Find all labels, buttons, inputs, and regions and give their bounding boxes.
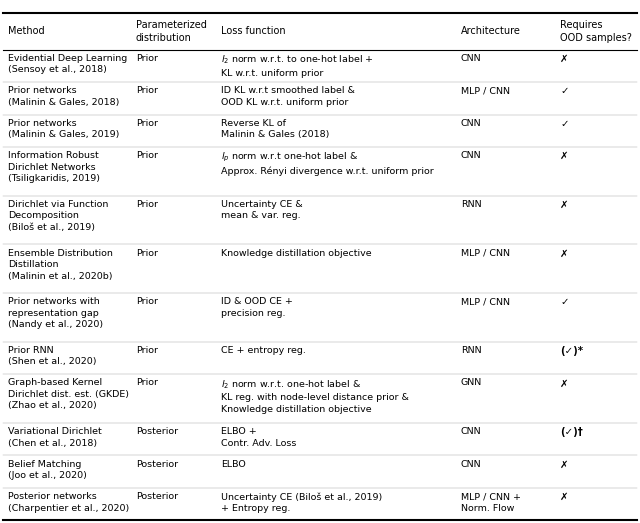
Text: CE + entropy reg.: CE + entropy reg. [221,346,306,355]
Text: ✗: ✗ [560,200,568,210]
Text: MLP / CNN +
Norm. Flow: MLP / CNN + Norm. Flow [461,492,521,513]
Text: Prior networks
(Malinin & Gales, 2019): Prior networks (Malinin & Gales, 2019) [8,119,119,139]
Text: (✓)†: (✓)† [560,427,583,437]
Text: Method: Method [8,26,44,37]
Text: Prior networks with
representation gap
(Nandy et al., 2020): Prior networks with representation gap (… [8,298,103,329]
Text: CNN: CNN [461,460,481,469]
Text: Parameterized
distribution: Parameterized distribution [136,20,207,42]
Text: Dirichlet via Function
Decomposition
(Biloš et al., 2019): Dirichlet via Function Decomposition (Bi… [8,200,108,232]
Text: Posterior: Posterior [136,492,178,501]
Text: RNN: RNN [461,200,481,209]
Text: Prior: Prior [136,379,157,388]
Text: Prior: Prior [136,298,157,306]
Text: Variational Dirichlet
(Chen et al., 2018): Variational Dirichlet (Chen et al., 2018… [8,427,101,448]
Text: Ensemble Distribution
Distillation
(Malinin et al., 2020b): Ensemble Distribution Distillation (Mali… [8,248,113,280]
Text: ✗: ✗ [560,492,568,502]
Text: Prior: Prior [136,248,157,258]
Text: Loss function: Loss function [221,26,285,37]
Text: Prior: Prior [136,119,157,128]
Text: ✓: ✓ [560,298,568,308]
Text: Posterior: Posterior [136,460,178,469]
Text: CNN: CNN [461,119,481,128]
Text: ✗: ✗ [560,248,568,259]
Text: Prior: Prior [136,200,157,209]
Text: Architecture: Architecture [461,26,521,37]
Text: Belief Matching
(Joo et al., 2020): Belief Matching (Joo et al., 2020) [8,460,86,480]
Text: Requires
OOD samples?: Requires OOD samples? [560,20,632,42]
Text: ✗: ✗ [560,460,568,470]
Text: Prior: Prior [136,86,157,95]
Text: $l_p$ norm w.r.t one-hot label &
Approx. Rényi divergence w.r.t. uniform prior: $l_p$ norm w.r.t one-hot label & Approx.… [221,151,433,176]
Text: Prior: Prior [136,151,157,160]
Text: CNN: CNN [461,54,481,63]
Text: Prior RNN
(Shen et al., 2020): Prior RNN (Shen et al., 2020) [8,346,96,367]
Text: ✗: ✗ [560,151,568,161]
Text: Posterior networks
(Charpentier et al., 2020): Posterior networks (Charpentier et al., … [8,492,129,513]
Text: ✗: ✗ [560,54,568,64]
Text: CNN: CNN [461,151,481,160]
Text: ELBO: ELBO [221,460,246,469]
Text: ID & OOD CE +
precision reg.: ID & OOD CE + precision reg. [221,298,292,318]
Text: ✓: ✓ [560,86,568,96]
Text: ID KL w.r.t smoothed label &
OOD KL w.r.t. uniform prior: ID KL w.r.t smoothed label & OOD KL w.r.… [221,86,355,107]
Text: Uncertainty CE &
mean & var. reg.: Uncertainty CE & mean & var. reg. [221,200,303,220]
Text: Graph-based Kernel
Dirichlet dist. est. (GKDE)
(Zhao et al., 2020): Graph-based Kernel Dirichlet dist. est. … [8,379,129,411]
Text: Prior: Prior [136,54,157,63]
Text: $l_2$ norm w.r.t. to one-hot label +
KL w.r.t. uniform prior: $l_2$ norm w.r.t. to one-hot label + KL … [221,54,374,78]
Text: CNN: CNN [461,427,481,436]
Text: MLP / CNN: MLP / CNN [461,86,510,95]
Text: GNN: GNN [461,379,482,388]
Text: RNN: RNN [461,346,481,355]
Text: Prior networks
(Malinin & Gales, 2018): Prior networks (Malinin & Gales, 2018) [8,86,119,107]
Text: Evidential Deep Learning
(Sensoy et al., 2018): Evidential Deep Learning (Sensoy et al.,… [8,54,127,74]
Text: Knowledge distillation objective: Knowledge distillation objective [221,248,371,258]
Text: ✓: ✓ [560,119,568,129]
Text: $l_2$ norm w.r.t. one-hot label &
KL reg. with node-level distance prior &
Knowl: $l_2$ norm w.r.t. one-hot label & KL reg… [221,379,409,414]
Text: MLP / CNN: MLP / CNN [461,298,510,306]
Text: (✓)*: (✓)* [560,346,583,356]
Text: Prior: Prior [136,346,157,355]
Text: MLP / CNN: MLP / CNN [461,248,510,258]
Text: ELBO +
Contr. Adv. Loss: ELBO + Contr. Adv. Loss [221,427,296,448]
Text: Reverse KL of
Malinin & Gales (2018): Reverse KL of Malinin & Gales (2018) [221,119,329,139]
Text: Information Robust
Dirichlet Networks
(Tsiligkaridis, 2019): Information Robust Dirichlet Networks (T… [8,151,100,183]
Text: Uncertainty CE (Biloš et al., 2019)
+ Entropy reg.: Uncertainty CE (Biloš et al., 2019) + En… [221,492,382,513]
Text: ✗: ✗ [560,379,568,389]
Text: Posterior: Posterior [136,427,178,436]
